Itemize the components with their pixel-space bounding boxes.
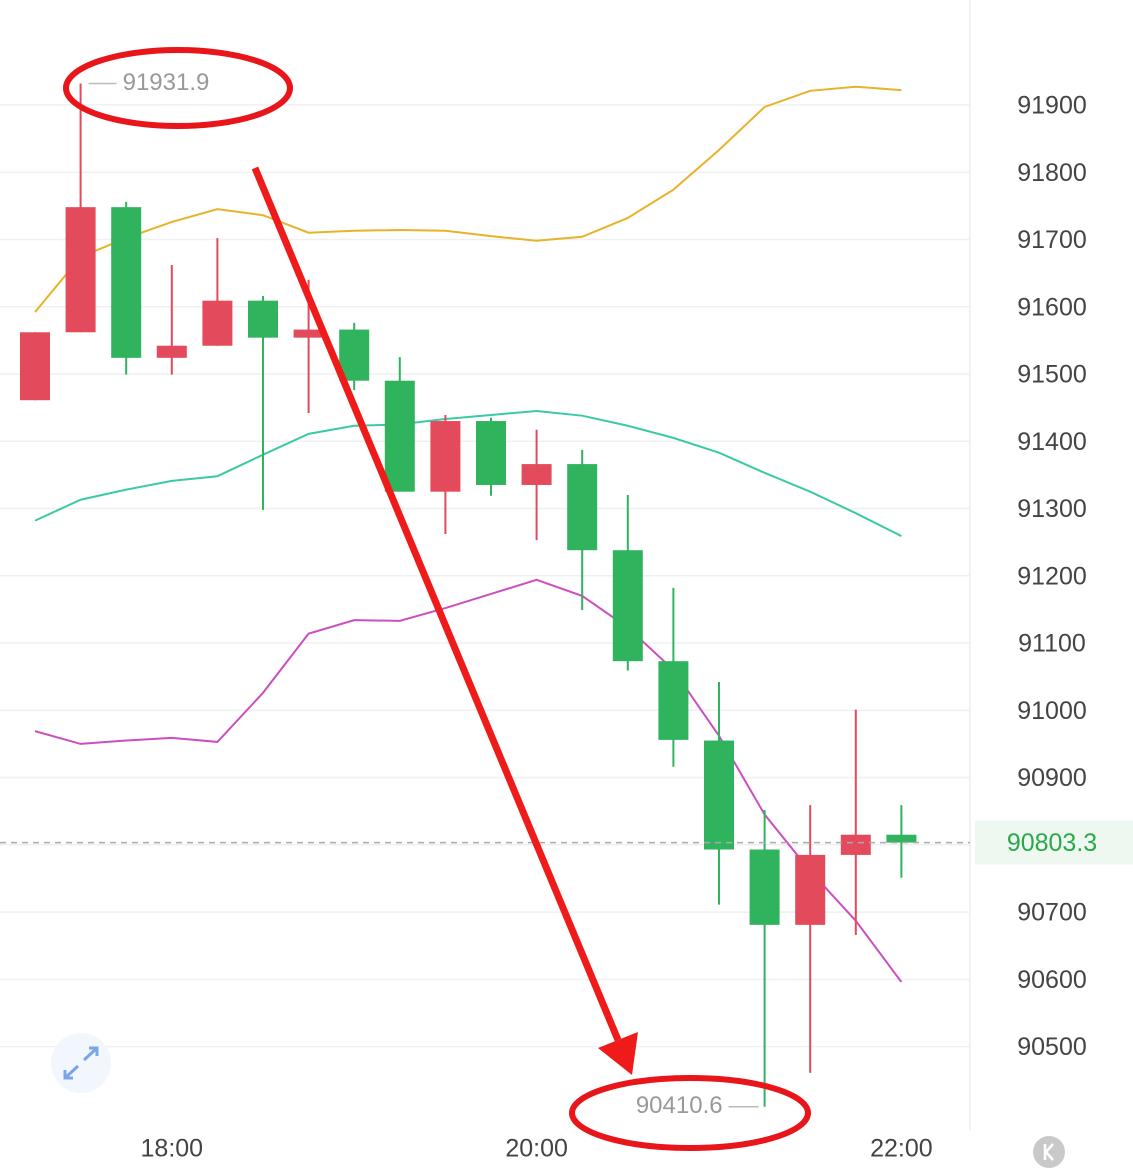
min-label: 90410.6 xyxy=(636,1092,723,1119)
y-tick-label: 91600 xyxy=(1017,293,1087,321)
candle-body xyxy=(20,332,50,401)
candle-body xyxy=(795,854,826,925)
highlight-ellipse xyxy=(569,1075,811,1151)
x-tick-label: 18:00 xyxy=(141,1135,204,1163)
grid xyxy=(0,104,970,1048)
indicator-line xyxy=(34,85,902,313)
y-tick-label: 91200 xyxy=(1017,562,1087,590)
candle-body xyxy=(476,421,506,485)
candle-body xyxy=(886,834,917,843)
x-tick-label: 22:00 xyxy=(870,1135,933,1163)
candle-body xyxy=(612,550,643,662)
candle-body xyxy=(248,300,278,338)
candles xyxy=(20,83,917,1107)
y-tick-label: 91700 xyxy=(1017,226,1087,254)
arrow-head xyxy=(598,1032,638,1075)
y-tick-label: 91400 xyxy=(1017,428,1087,456)
indicator-line xyxy=(34,578,903,983)
highlight-ellipse xyxy=(63,47,293,129)
y-tick-label: 91300 xyxy=(1017,495,1087,523)
candle-body xyxy=(293,329,324,338)
lines xyxy=(34,85,903,983)
y-tick-label: 91000 xyxy=(1017,697,1087,725)
y-tick-label: 90700 xyxy=(1017,899,1087,927)
y-tick-label: 91800 xyxy=(1017,159,1087,187)
current-price-box xyxy=(975,820,1133,865)
annotation-arrow xyxy=(251,166,622,1042)
y-tick-label: 91900 xyxy=(1017,92,1087,120)
candle-body xyxy=(840,834,871,855)
max-label: 91931.9 xyxy=(123,69,210,96)
k-icon xyxy=(1043,1143,1054,1161)
y-tick-label: 91100 xyxy=(1018,630,1086,658)
candle-body xyxy=(339,329,370,381)
candle-body xyxy=(384,380,415,492)
candle-body xyxy=(567,464,598,551)
candle-body xyxy=(704,740,734,850)
y-tick-label: 91500 xyxy=(1017,361,1087,389)
x-tick-label: 20:00 xyxy=(505,1135,568,1163)
k-button[interactable] xyxy=(1033,1136,1065,1168)
labels: 9050090600907009080090900910009110091200… xyxy=(0,69,1133,1163)
indicator-line xyxy=(34,409,902,537)
y-tick-label: 90500 xyxy=(1017,1033,1087,1061)
candle-body xyxy=(521,464,552,485)
y-tick-label: 90900 xyxy=(1017,764,1087,792)
expand-icon xyxy=(63,1046,99,1080)
candle-body xyxy=(65,207,96,333)
expand-button[interactable] xyxy=(51,1033,111,1093)
candle-body xyxy=(202,300,233,346)
candle-body xyxy=(156,345,187,358)
candle-body xyxy=(658,661,689,740)
candle-body xyxy=(111,207,142,358)
y-tick-label: 90600 xyxy=(1017,966,1087,994)
current-price-label: 90803.3 xyxy=(1007,829,1097,857)
candle-body xyxy=(749,849,780,925)
candle-body xyxy=(430,421,461,492)
